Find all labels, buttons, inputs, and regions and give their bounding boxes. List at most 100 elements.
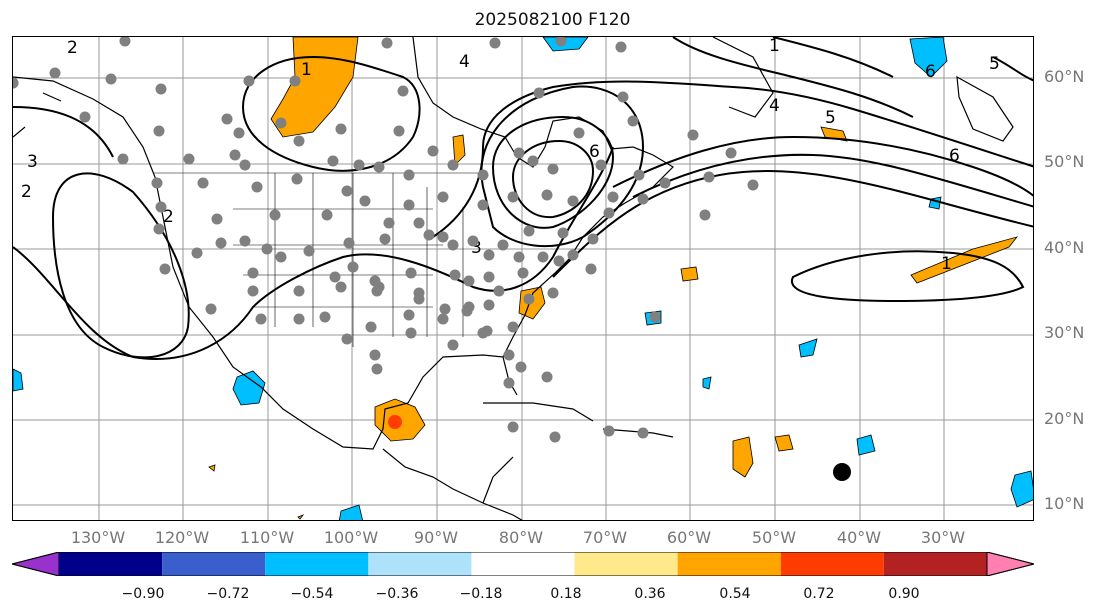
colorbar-segment xyxy=(471,552,575,576)
station-dot xyxy=(353,159,365,171)
station-dot xyxy=(603,207,615,219)
anomaly-shading xyxy=(13,37,1033,520)
station-dot xyxy=(617,91,629,103)
contour-label: 1 xyxy=(941,254,952,274)
station-dot xyxy=(555,37,567,47)
station-dot xyxy=(303,245,315,257)
station-dot xyxy=(247,285,259,297)
station-dot xyxy=(461,305,473,317)
station-dot xyxy=(347,261,359,273)
colorbar-segment xyxy=(677,552,781,576)
station-dot xyxy=(627,115,639,127)
lon-label: 30°W xyxy=(920,528,966,547)
station-dot xyxy=(603,425,615,437)
lon-label: 120°W xyxy=(154,528,210,547)
station-dot xyxy=(557,227,569,239)
station-dot xyxy=(293,313,305,325)
station-dot xyxy=(119,37,131,47)
station-dot xyxy=(549,431,561,443)
station-dot xyxy=(255,313,267,325)
colorbar-extend-high xyxy=(986,552,1034,576)
station-dot xyxy=(553,255,565,267)
station-dot xyxy=(405,267,417,279)
contour-label: 3 xyxy=(471,238,482,258)
contour-label-group: 1 2 3 4 4 5 6 6 6 2 3 2 5 1 1 xyxy=(21,37,1000,274)
state-borders xyxy=(153,172,483,347)
lat-label: 10°N xyxy=(1044,494,1085,513)
station-dot xyxy=(397,85,409,97)
station-dot xyxy=(483,299,495,311)
station-dots xyxy=(13,37,759,443)
station-dot xyxy=(437,231,449,243)
colorbar-tick: 0.18 xyxy=(550,586,582,602)
station-dot xyxy=(447,239,459,251)
station-dot xyxy=(383,217,395,229)
station-dot xyxy=(595,159,607,171)
station-dot xyxy=(537,251,549,263)
station-dot xyxy=(191,247,203,259)
station-dot xyxy=(151,177,163,189)
station-dot xyxy=(587,233,599,245)
station-dot xyxy=(437,313,449,325)
station-dot xyxy=(215,237,227,249)
station-dot xyxy=(507,191,519,203)
station-dot xyxy=(703,171,715,183)
station-dot xyxy=(243,75,255,87)
station-dot xyxy=(335,123,347,135)
station-dot xyxy=(159,263,171,275)
station-dot xyxy=(197,177,209,189)
station-dot xyxy=(523,225,535,237)
lon-label: 80°W xyxy=(498,528,544,547)
station-dot xyxy=(153,223,165,235)
station-dot xyxy=(517,267,529,279)
station-dot xyxy=(585,263,597,275)
station-dot xyxy=(507,321,519,333)
colorbar-segment xyxy=(574,552,678,576)
station-dot xyxy=(365,321,377,333)
station-dot xyxy=(293,135,305,147)
station-dot xyxy=(483,271,495,283)
station-dot xyxy=(405,327,417,339)
colorbar-tick: 0.36 xyxy=(634,586,666,602)
colorbar-tick: 0.72 xyxy=(803,586,835,602)
anomaly-contours xyxy=(13,37,1033,360)
colorbar-tick: −0.54 xyxy=(290,586,334,602)
map-title: 2025082100 F120 xyxy=(474,10,631,30)
station-dot xyxy=(369,349,381,361)
station-dot xyxy=(547,287,559,299)
station-dot xyxy=(607,191,619,203)
station-dot xyxy=(341,333,353,345)
station-dot xyxy=(477,199,489,211)
station-dot xyxy=(507,421,519,433)
colorbar-tick: −0.36 xyxy=(375,586,419,602)
station-dot xyxy=(503,377,515,389)
colorbar-tick: −0.90 xyxy=(121,586,165,602)
station-dot xyxy=(373,161,385,173)
station-dot xyxy=(615,41,627,53)
station-dot xyxy=(573,127,585,139)
contour-label: 5 xyxy=(825,108,836,128)
station-dot xyxy=(527,155,539,167)
station-dot xyxy=(49,67,61,79)
station-dot xyxy=(239,235,251,247)
station-dot xyxy=(547,163,559,175)
contour-label: 5 xyxy=(989,54,1000,74)
station-dot xyxy=(293,285,305,297)
station-dot xyxy=(447,339,459,351)
colorbar-tick: −0.72 xyxy=(206,586,250,602)
station-dot xyxy=(427,145,439,157)
colorbar-segment xyxy=(883,552,987,576)
colorbar-segment xyxy=(368,552,472,576)
lon-label: 50°W xyxy=(751,528,797,547)
station-dot xyxy=(477,327,489,339)
station-dot xyxy=(463,275,475,287)
station-dot xyxy=(513,147,525,159)
station-dot xyxy=(447,159,459,171)
colorbar-tick: 0.90 xyxy=(888,586,920,602)
station-dot xyxy=(79,111,91,123)
station-dot xyxy=(343,237,355,249)
station-dot xyxy=(275,251,287,263)
colorbar-extend-low xyxy=(12,552,60,576)
colorbar-segment xyxy=(265,552,369,576)
station-dot xyxy=(449,269,461,281)
